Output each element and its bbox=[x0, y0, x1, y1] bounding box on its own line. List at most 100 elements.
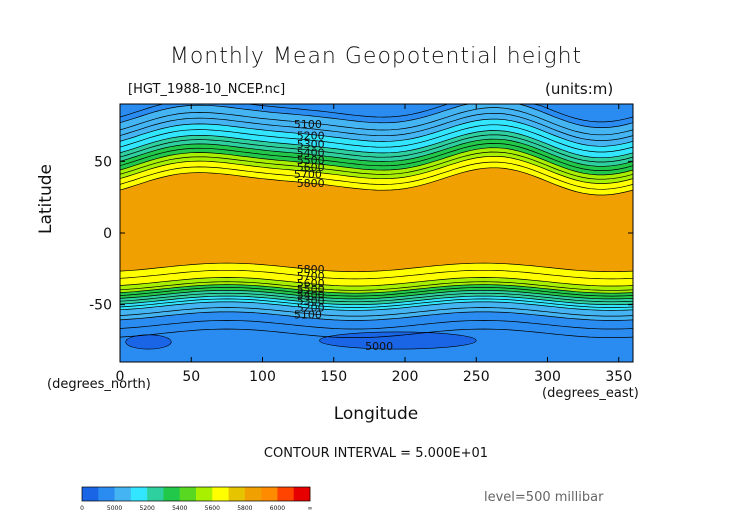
colorbar-swatch-3 bbox=[130, 487, 148, 501]
x-tick-label-5: 250 bbox=[463, 369, 490, 385]
colorbar-label-4: 5600 bbox=[205, 505, 220, 512]
contour-label-14: 5200 bbox=[297, 302, 325, 315]
contour-line-18 bbox=[120, 281, 633, 291]
contour-line-12 bbox=[120, 155, 633, 184]
x-unit-label: (degrees_east) bbox=[542, 386, 639, 401]
band-8 bbox=[120, 263, 633, 286]
colorbar-swatch-8 bbox=[212, 487, 229, 501]
contour-label-4: 5500 bbox=[297, 154, 325, 167]
colorbar-swatch-0 bbox=[82, 487, 99, 501]
colorbar-swatch-12 bbox=[277, 487, 295, 501]
contour-label-3: 5400 bbox=[297, 147, 325, 160]
contour-line-4 bbox=[120, 118, 633, 147]
contour-label-9: 5700 bbox=[297, 270, 325, 283]
contour-label-15: 5100 bbox=[294, 309, 322, 322]
chart-title: Monthly Mean Geopotential height bbox=[169, 44, 583, 69]
contour-label-7: 5800 bbox=[297, 177, 325, 190]
x-tick-label-4: 200 bbox=[392, 369, 419, 385]
y-tick-label-1: 0 bbox=[103, 226, 112, 242]
contour-label-12: 5400 bbox=[297, 289, 325, 302]
contour-label-11: 5500 bbox=[297, 283, 325, 296]
low-region-1 bbox=[319, 331, 477, 350]
x-axis-label: Longitude bbox=[333, 404, 419, 424]
contour-label-16: 5000 bbox=[365, 340, 393, 353]
x-tick-label-2: 100 bbox=[249, 369, 276, 385]
contour-line-3 bbox=[120, 112, 633, 141]
colorbar-swatch-5 bbox=[163, 487, 181, 501]
contour-line-14 bbox=[120, 167, 633, 196]
band-7 bbox=[120, 167, 633, 272]
contour-line-21 bbox=[120, 289, 633, 300]
x-tick-label-3: 150 bbox=[320, 369, 347, 385]
band-6 bbox=[120, 156, 633, 195]
colorbar-label-6: 6000 bbox=[270, 505, 285, 512]
contour-line-15 bbox=[120, 262, 633, 273]
low-region-0 bbox=[125, 334, 172, 350]
contour-line-29 bbox=[120, 328, 633, 338]
colorbar-label-1: 5000 bbox=[107, 505, 122, 512]
file-label: [HGT_1988-10_NCEP.nc] bbox=[128, 82, 286, 97]
colorbar-swatch-13 bbox=[293, 487, 311, 501]
contour-label-1: 5200 bbox=[297, 130, 325, 143]
y-unit-label: (degrees_north) bbox=[47, 377, 151, 392]
contour-line-5 bbox=[120, 124, 633, 153]
colorbar-swatch-7 bbox=[196, 487, 213, 501]
colorbar-label-5: 5800 bbox=[237, 505, 252, 512]
band-13 bbox=[120, 301, 633, 321]
contour-line-24 bbox=[120, 298, 633, 308]
colorbar-swatch-4 bbox=[147, 487, 164, 501]
y-tick-label-2: 50 bbox=[94, 154, 112, 170]
x-tick-label-6: 300 bbox=[534, 369, 561, 385]
contour-line-1 bbox=[120, 104, 633, 128]
units-label: (units:m) bbox=[545, 80, 614, 98]
contour-line-2 bbox=[120, 107, 633, 136]
contour-line-25 bbox=[120, 301, 633, 311]
contour-interval-text: CONTOUR INTERVAL = 5.000E+01 bbox=[263, 446, 489, 461]
colorbar-label-2: 5200 bbox=[140, 505, 155, 512]
colorbar-label-0: 0 bbox=[80, 505, 84, 512]
contour-line-20 bbox=[120, 287, 633, 297]
contour-line-8 bbox=[120, 138, 633, 167]
band-1 bbox=[120, 104, 633, 147]
colorbar-swatch-11 bbox=[261, 487, 278, 501]
x-tick-label-0: 0 bbox=[116, 369, 125, 385]
colorbar-swatch-6 bbox=[179, 487, 197, 501]
level-text: level=500 millibar bbox=[484, 490, 604, 505]
contour-label-13: 5300 bbox=[297, 294, 325, 307]
x-tick-label-1: 50 bbox=[182, 369, 200, 385]
contour-line-16 bbox=[120, 269, 633, 280]
colorbar-label-7: ∞ bbox=[308, 505, 313, 512]
contour-line-11 bbox=[120, 151, 633, 180]
contour-line-19 bbox=[120, 284, 633, 294]
contour-label-6: 5700 bbox=[294, 168, 322, 181]
contour-line-28 bbox=[120, 320, 633, 330]
band-0 bbox=[120, 104, 633, 128]
contour-label-5: 5600 bbox=[297, 161, 325, 174]
plot-area: 5100520053005400550056005700580058005700… bbox=[120, 104, 633, 362]
colorbar-swatch-9 bbox=[228, 487, 246, 501]
contour-line-7 bbox=[120, 134, 633, 163]
y-tick-label-0: -50 bbox=[89, 298, 112, 314]
band-2 bbox=[120, 119, 633, 158]
colorbar-swatch-2 bbox=[114, 487, 132, 501]
contour-line-13 bbox=[120, 161, 633, 190]
contour-line-6 bbox=[120, 130, 633, 159]
band-9 bbox=[120, 277, 633, 294]
contour-line-9 bbox=[120, 143, 633, 171]
contour-label-8: 5800 bbox=[297, 263, 325, 276]
colorbar-swatch-10 bbox=[244, 487, 262, 501]
contour-line-27 bbox=[120, 311, 633, 321]
contour-line-22 bbox=[120, 292, 633, 303]
colorbar-swatch-1 bbox=[98, 487, 115, 501]
contour-line-23 bbox=[120, 295, 633, 306]
contour-label-2: 5300 bbox=[297, 138, 325, 151]
contour-label-10: 5600 bbox=[297, 277, 325, 290]
colorbar-label-3: 5400 bbox=[172, 505, 187, 512]
contour-label-0: 5100 bbox=[294, 118, 322, 131]
contour-line-10 bbox=[120, 147, 633, 176]
colorbar-frame bbox=[81, 486, 311, 502]
x-tick-label-7: 350 bbox=[605, 369, 632, 385]
contour-line-26 bbox=[120, 307, 633, 317]
contour-line-17 bbox=[120, 277, 633, 287]
